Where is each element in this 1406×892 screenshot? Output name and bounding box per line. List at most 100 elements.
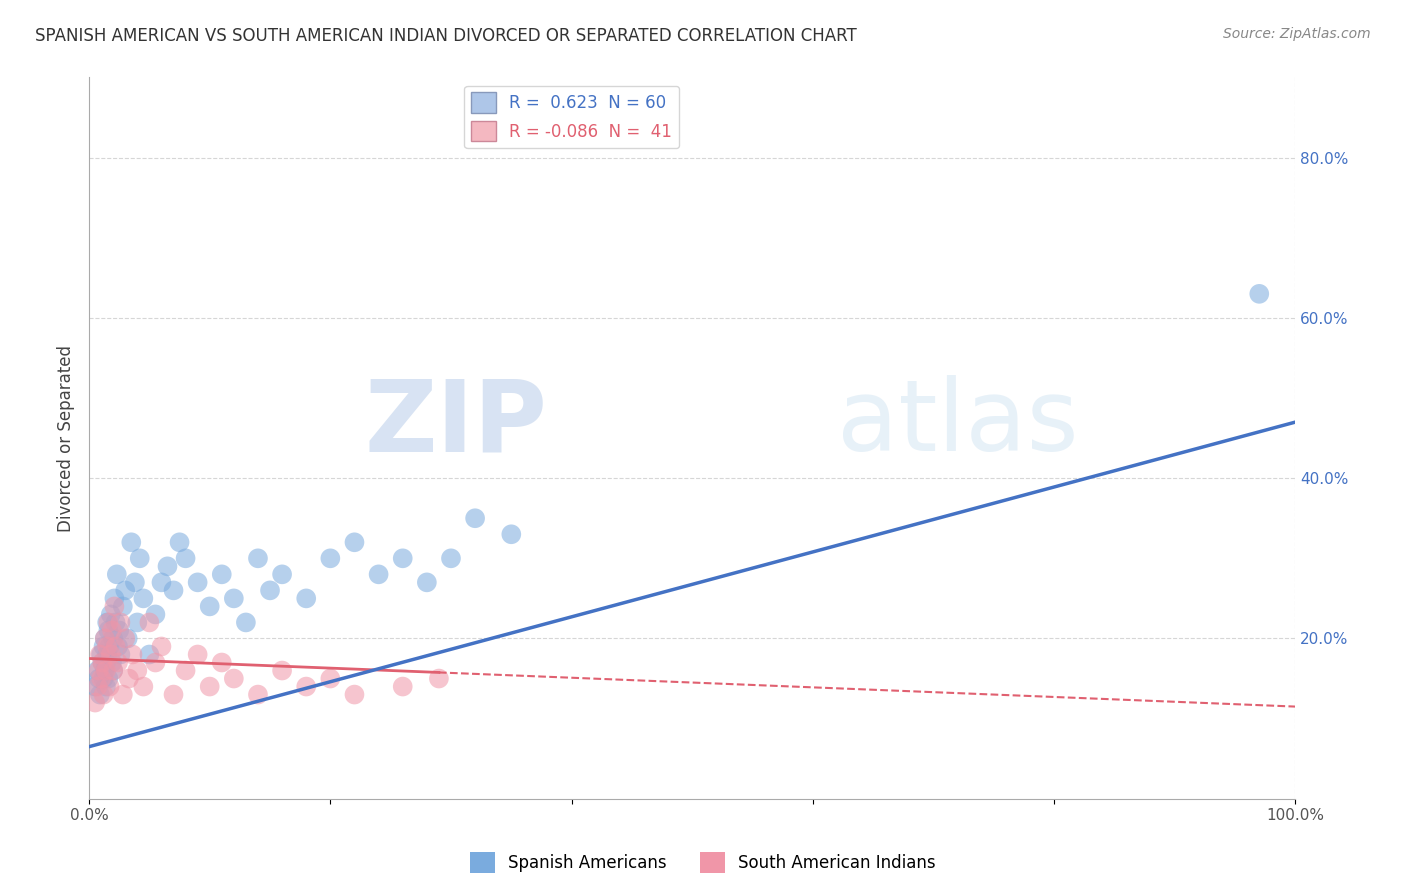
Point — [132, 680, 155, 694]
Point — [89, 648, 111, 662]
Text: Source: ZipAtlas.com: Source: ZipAtlas.com — [1223, 27, 1371, 41]
Point — [145, 607, 167, 622]
Point — [98, 680, 121, 694]
Point — [162, 583, 184, 598]
Text: SPANISH AMERICAN VS SOUTH AMERICAN INDIAN DIVORCED OR SEPARATED CORRELATION CHAR: SPANISH AMERICAN VS SOUTH AMERICAN INDIA… — [35, 27, 856, 45]
Point — [271, 664, 294, 678]
Point — [295, 680, 318, 694]
Point — [198, 599, 221, 614]
Text: atlas: atlas — [837, 376, 1078, 472]
Point — [235, 615, 257, 630]
Point — [246, 688, 269, 702]
Point — [91, 656, 114, 670]
Point — [96, 640, 118, 654]
Point — [104, 615, 127, 630]
Point — [464, 511, 486, 525]
Point — [128, 551, 150, 566]
Point — [97, 672, 120, 686]
Point — [117, 632, 139, 646]
Point — [101, 624, 124, 638]
Point — [94, 664, 117, 678]
Point — [211, 567, 233, 582]
Point — [211, 656, 233, 670]
Legend: R =  0.623  N = 60, R = -0.086  N =  41: R = 0.623 N = 60, R = -0.086 N = 41 — [464, 86, 679, 148]
Legend: Spanish Americans, South American Indians: Spanish Americans, South American Indian… — [463, 846, 943, 880]
Point — [103, 599, 125, 614]
Point — [295, 591, 318, 606]
Point — [100, 607, 122, 622]
Point — [94, 632, 117, 646]
Point — [111, 599, 134, 614]
Point — [111, 688, 134, 702]
Point — [156, 559, 179, 574]
Point — [132, 591, 155, 606]
Point — [120, 535, 142, 549]
Point — [187, 575, 209, 590]
Point — [145, 656, 167, 670]
Point — [87, 664, 110, 678]
Point — [93, 640, 115, 654]
Point — [138, 615, 160, 630]
Point — [114, 632, 136, 646]
Point — [108, 624, 131, 638]
Point — [103, 664, 125, 678]
Point — [91, 656, 114, 670]
Point — [97, 624, 120, 638]
Point — [103, 632, 125, 646]
Point — [150, 575, 173, 590]
Point — [343, 535, 366, 549]
Point — [343, 688, 366, 702]
Point — [174, 664, 197, 678]
Point — [259, 583, 281, 598]
Point — [169, 535, 191, 549]
Point — [98, 640, 121, 654]
Point — [127, 664, 149, 678]
Point — [90, 672, 112, 686]
Point — [114, 583, 136, 598]
Point — [222, 591, 245, 606]
Point — [97, 615, 120, 630]
Point — [93, 672, 115, 686]
Point — [100, 648, 122, 662]
Point — [110, 648, 132, 662]
Point — [94, 680, 117, 694]
Point — [90, 648, 112, 662]
Point — [96, 648, 118, 662]
Point — [174, 551, 197, 566]
Point — [391, 551, 413, 566]
Y-axis label: Divorced or Separated: Divorced or Separated — [58, 344, 75, 532]
Point — [127, 615, 149, 630]
Point — [84, 680, 107, 694]
Point — [87, 672, 110, 686]
Point — [271, 567, 294, 582]
Point — [84, 696, 107, 710]
Point — [319, 672, 342, 686]
Point — [110, 615, 132, 630]
Point — [150, 640, 173, 654]
Point — [416, 575, 439, 590]
Point — [94, 656, 117, 670]
Point — [101, 656, 124, 670]
Point — [104, 640, 127, 654]
Point — [118, 672, 141, 686]
Point — [94, 664, 117, 678]
Point — [198, 680, 221, 694]
Point — [105, 567, 128, 582]
Point — [121, 648, 143, 662]
Point — [94, 632, 117, 646]
Point — [1249, 286, 1271, 301]
Point — [367, 567, 389, 582]
Point — [103, 591, 125, 606]
Point — [138, 648, 160, 662]
Point — [107, 640, 129, 654]
Point — [124, 575, 146, 590]
Point — [107, 656, 129, 670]
Text: ZIP: ZIP — [364, 376, 547, 472]
Point — [93, 688, 115, 702]
Point — [501, 527, 523, 541]
Point — [162, 688, 184, 702]
Point — [440, 551, 463, 566]
Point — [86, 664, 108, 678]
Point — [222, 672, 245, 686]
Point — [391, 680, 413, 694]
